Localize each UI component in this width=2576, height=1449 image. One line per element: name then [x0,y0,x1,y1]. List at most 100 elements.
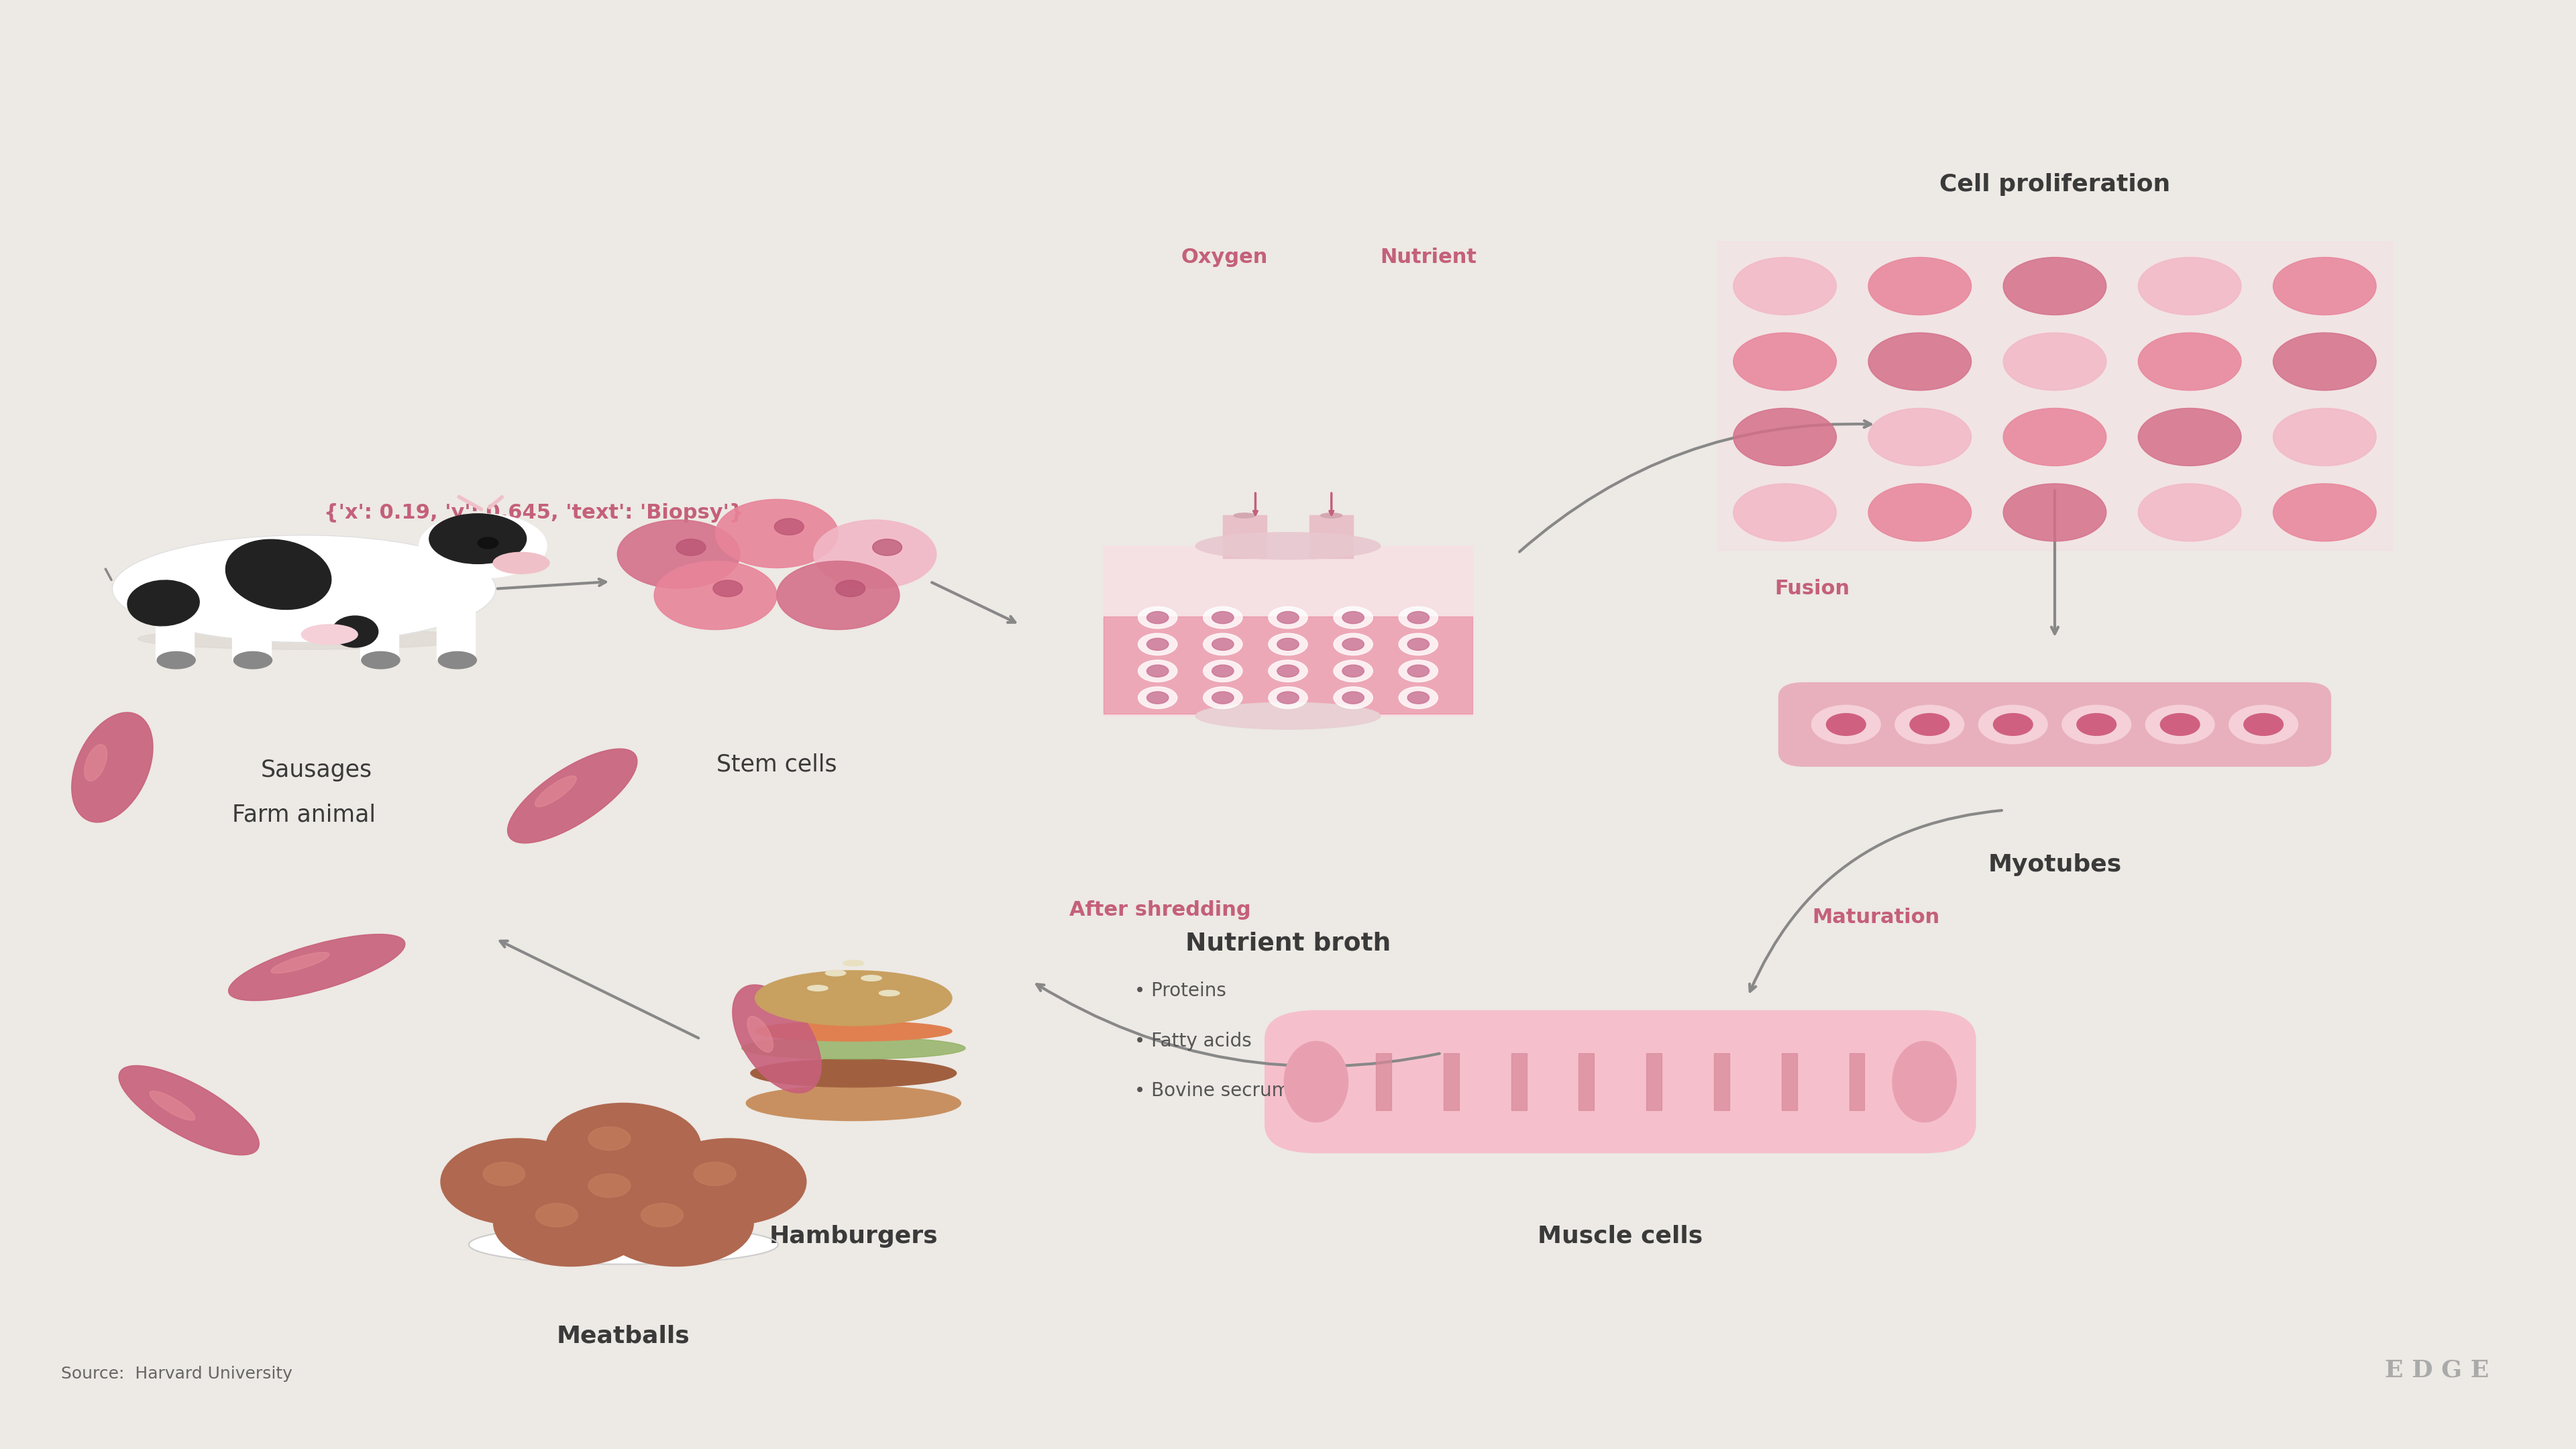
Circle shape [1139,687,1177,709]
Ellipse shape [126,580,198,626]
Circle shape [1211,691,1234,704]
Circle shape [1406,611,1430,623]
Circle shape [641,1203,683,1227]
Bar [232,610,270,661]
Ellipse shape [1234,513,1255,517]
FancyBboxPatch shape [1265,1010,1976,1153]
Text: • Fatty acids: • Fatty acids [1133,1032,1252,1051]
Ellipse shape [139,627,471,649]
Circle shape [2228,706,2298,743]
Ellipse shape [878,990,899,995]
Text: Cell proliferation: Cell proliferation [1940,172,2169,196]
Bar [1443,1053,1458,1110]
Bar [1309,516,1352,558]
Circle shape [1146,665,1170,677]
Circle shape [2272,484,2375,542]
Circle shape [716,500,837,568]
Text: Oxygen: Oxygen [1180,248,1267,267]
Circle shape [775,519,804,535]
Ellipse shape [824,971,845,977]
Circle shape [2004,333,2107,390]
Circle shape [1146,611,1170,623]
Circle shape [654,561,778,630]
Circle shape [1734,258,1837,314]
Circle shape [1406,638,1430,651]
Circle shape [1406,691,1430,704]
Ellipse shape [157,652,196,669]
Circle shape [693,1162,737,1185]
Ellipse shape [806,985,827,991]
Ellipse shape [270,952,330,974]
Circle shape [2138,484,2241,542]
Circle shape [2146,706,2215,743]
Bar [1103,546,1473,716]
Circle shape [1734,409,1837,465]
Bar [155,610,193,661]
Bar [1850,1053,1865,1110]
Circle shape [536,1203,577,1227]
Circle shape [618,520,739,588]
Text: Muscle cells: Muscle cells [1538,1224,1703,1248]
Text: E D G E: E D G E [2385,1359,2488,1382]
Ellipse shape [536,775,577,807]
Circle shape [1139,661,1177,682]
Ellipse shape [149,1091,196,1120]
Circle shape [1203,661,1242,682]
Circle shape [2272,258,2375,314]
Circle shape [1334,661,1373,682]
Ellipse shape [750,1059,956,1087]
Ellipse shape [469,1224,778,1265]
Circle shape [1278,638,1298,651]
Bar [1579,1053,1595,1110]
Circle shape [1334,607,1373,629]
Ellipse shape [860,975,881,981]
Bar [1512,1053,1528,1110]
Circle shape [814,520,935,588]
Circle shape [1211,638,1234,651]
Circle shape [1406,665,1430,677]
Text: {'x': 0.19, 'y': 0.645, 'text': 'Biopsy'}: {'x': 0.19, 'y': 0.645, 'text': 'Biopsy'… [325,503,744,523]
Text: Hamburgers: Hamburgers [770,1224,938,1248]
Circle shape [1203,607,1242,629]
Circle shape [546,1151,701,1237]
Ellipse shape [1285,1042,1347,1122]
Ellipse shape [742,1037,966,1059]
Circle shape [546,1103,701,1190]
Circle shape [714,580,742,597]
Ellipse shape [747,1085,961,1120]
Circle shape [1211,611,1234,623]
Ellipse shape [301,625,358,645]
Ellipse shape [438,652,477,669]
Bar [1713,1053,1728,1110]
Circle shape [2244,713,2282,736]
Ellipse shape [420,514,546,578]
Circle shape [1334,687,1373,709]
Ellipse shape [234,652,273,669]
Circle shape [1267,607,1309,629]
Text: • Bovine secrum: • Bovine secrum [1133,1082,1291,1100]
Bar [438,610,474,661]
Ellipse shape [492,552,549,574]
Ellipse shape [113,535,495,642]
Circle shape [2138,409,2241,465]
Circle shape [1994,713,2032,736]
Bar [1718,242,2393,551]
Circle shape [1278,665,1298,677]
Circle shape [2272,409,2375,465]
Circle shape [2272,333,2375,390]
Circle shape [1278,611,1298,623]
Ellipse shape [85,745,108,781]
Bar [361,610,399,661]
Circle shape [1734,333,1837,390]
Text: Source:  Harvard University: Source: Harvard University [62,1365,294,1382]
Circle shape [2138,333,2241,390]
Circle shape [1267,661,1309,682]
Circle shape [677,539,706,555]
Circle shape [2004,484,2107,542]
Circle shape [1146,638,1170,651]
Text: Sausages: Sausages [260,759,374,781]
Circle shape [873,539,902,555]
Circle shape [652,1139,806,1224]
Ellipse shape [755,971,953,1026]
Ellipse shape [1195,533,1381,559]
